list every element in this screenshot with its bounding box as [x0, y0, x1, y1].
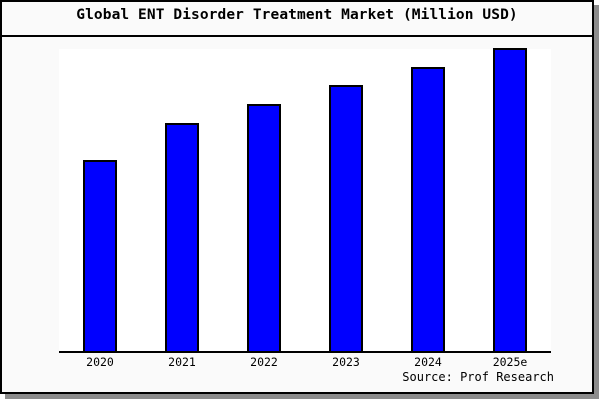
x-tick-2021: 2021 [168, 355, 196, 369]
chart-title: Global ENT Disorder Treatment Market (Mi… [76, 7, 518, 23]
bar-2022 [247, 104, 281, 351]
bar-2020 [83, 160, 117, 351]
bar-2025e [493, 48, 527, 351]
x-tick-2024: 2024 [414, 355, 442, 369]
source-note: Source: Prof Research [402, 370, 554, 384]
x-tick-2023: 2023 [332, 355, 360, 369]
chart-window: Global ENT Disorder Treatment Market (Mi… [0, 0, 594, 394]
bar-2023 [329, 85, 363, 351]
x-axis-ticks: 2020 2021 2022 2023 2024 2025e [59, 355, 551, 371]
x-tick-2022: 2022 [250, 355, 278, 369]
bar-2021 [165, 123, 199, 351]
x-tick-2025e: 2025e [492, 355, 528, 369]
x-tick-2020: 2020 [86, 355, 114, 369]
title-divider [2, 35, 592, 37]
bar-2024 [411, 67, 445, 351]
plot-area [59, 48, 551, 353]
